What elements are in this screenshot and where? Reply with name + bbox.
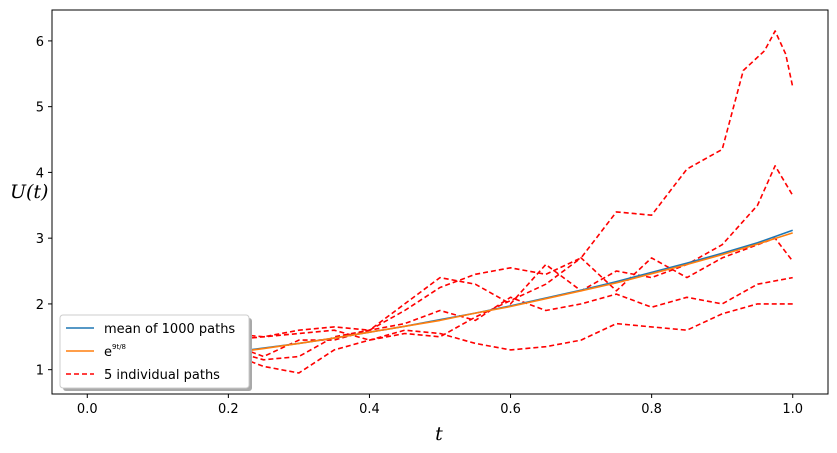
y-tick-label: 6 bbox=[36, 35, 44, 50]
x-tick-label: 0.6 bbox=[500, 402, 521, 417]
x-tick-label: 0.8 bbox=[641, 402, 662, 417]
y-tick-label: 4 bbox=[36, 166, 44, 181]
y-axis-label: U(t) bbox=[10, 181, 48, 203]
legend-box bbox=[59, 314, 250, 389]
x-tick-label: 0.0 bbox=[77, 402, 98, 417]
legend-label-exp-superscript: 9t/8 bbox=[112, 343, 126, 351]
legend-label-exp: e9t/8 bbox=[104, 343, 126, 360]
y-tick-label: 3 bbox=[36, 232, 44, 247]
series-line-5 bbox=[87, 276, 793, 371]
series-line-4 bbox=[87, 237, 794, 371]
y-tick-label: 1 bbox=[36, 364, 44, 379]
legend-label-exp-base: e bbox=[104, 345, 112, 360]
y-tick-label: 5 bbox=[36, 101, 44, 116]
legend-label-mean: mean of 1000 paths bbox=[104, 322, 235, 337]
x-tick-label: 0.2 bbox=[218, 402, 239, 417]
plot-frame bbox=[51, 9, 829, 395]
x-tick-label: 1.0 bbox=[782, 402, 803, 417]
legend-label-paths: 5 individual paths bbox=[104, 368, 220, 383]
ticks-layer: 0.0 0.2 0.4 0.6 0.8 1.0 1 2 3 4 5 6 bbox=[36, 35, 803, 417]
y-tick-label: 2 bbox=[36, 298, 44, 313]
x-tick-label: 0.4 bbox=[359, 402, 380, 417]
x-axis-label: t bbox=[435, 423, 443, 445]
legend: mean of 1000 paths e9t/8 5 individual pa… bbox=[59, 314, 252, 391]
